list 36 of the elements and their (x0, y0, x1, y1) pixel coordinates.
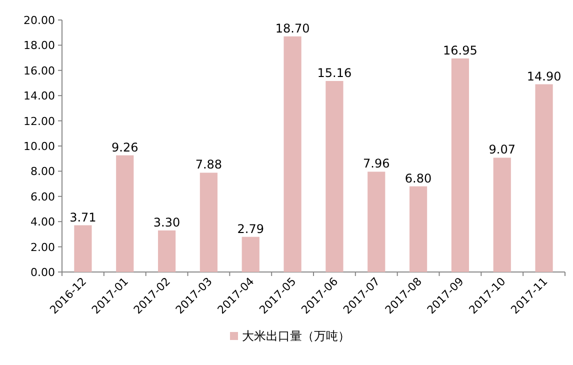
text: 9.07 (488, 142, 516, 157)
y-tick-label: 4.00 (30, 216, 55, 229)
y-tick-label: 10.00 (24, 140, 55, 153)
y-tick-label: 8.00 (30, 165, 55, 178)
y-tick-label: 14.00 (24, 90, 55, 103)
text: 2.79 (237, 222, 264, 236)
bar (535, 84, 553, 272)
bar (451, 58, 470, 272)
bar (116, 155, 134, 272)
y-tick-label: 2.00 (30, 240, 55, 254)
bar (409, 186, 428, 272)
text: 16.95 (443, 43, 478, 58)
y-tick-label: 20.00 (24, 14, 55, 27)
y-tick-label: 12.00 (24, 114, 55, 128)
y-tick-label: 6.00 (30, 190, 55, 204)
bar (242, 236, 260, 272)
text: 3.30 (153, 215, 180, 230)
bar (368, 172, 386, 272)
text: 14.90 (526, 69, 562, 84)
bar (326, 80, 344, 272)
text: 7.88 (195, 158, 222, 172)
bar (200, 172, 218, 272)
bar (284, 36, 302, 272)
text: 15.16 (317, 66, 352, 80)
bar (74, 225, 92, 272)
y-tick-label: 18.00 (24, 39, 55, 52)
y-tick-label: 0.00 (30, 266, 55, 279)
text: 7.96 (363, 156, 390, 171)
text: 9.26 (112, 140, 138, 154)
bar (158, 230, 176, 272)
text: 6.80 (404, 171, 432, 186)
legend-label: 大米出口量（万吨） (242, 329, 350, 343)
text: 3.71 (70, 210, 96, 224)
bar (493, 158, 511, 272)
text: 18.70 (275, 21, 310, 36)
y-tick-label: 16.00 (24, 64, 55, 78)
